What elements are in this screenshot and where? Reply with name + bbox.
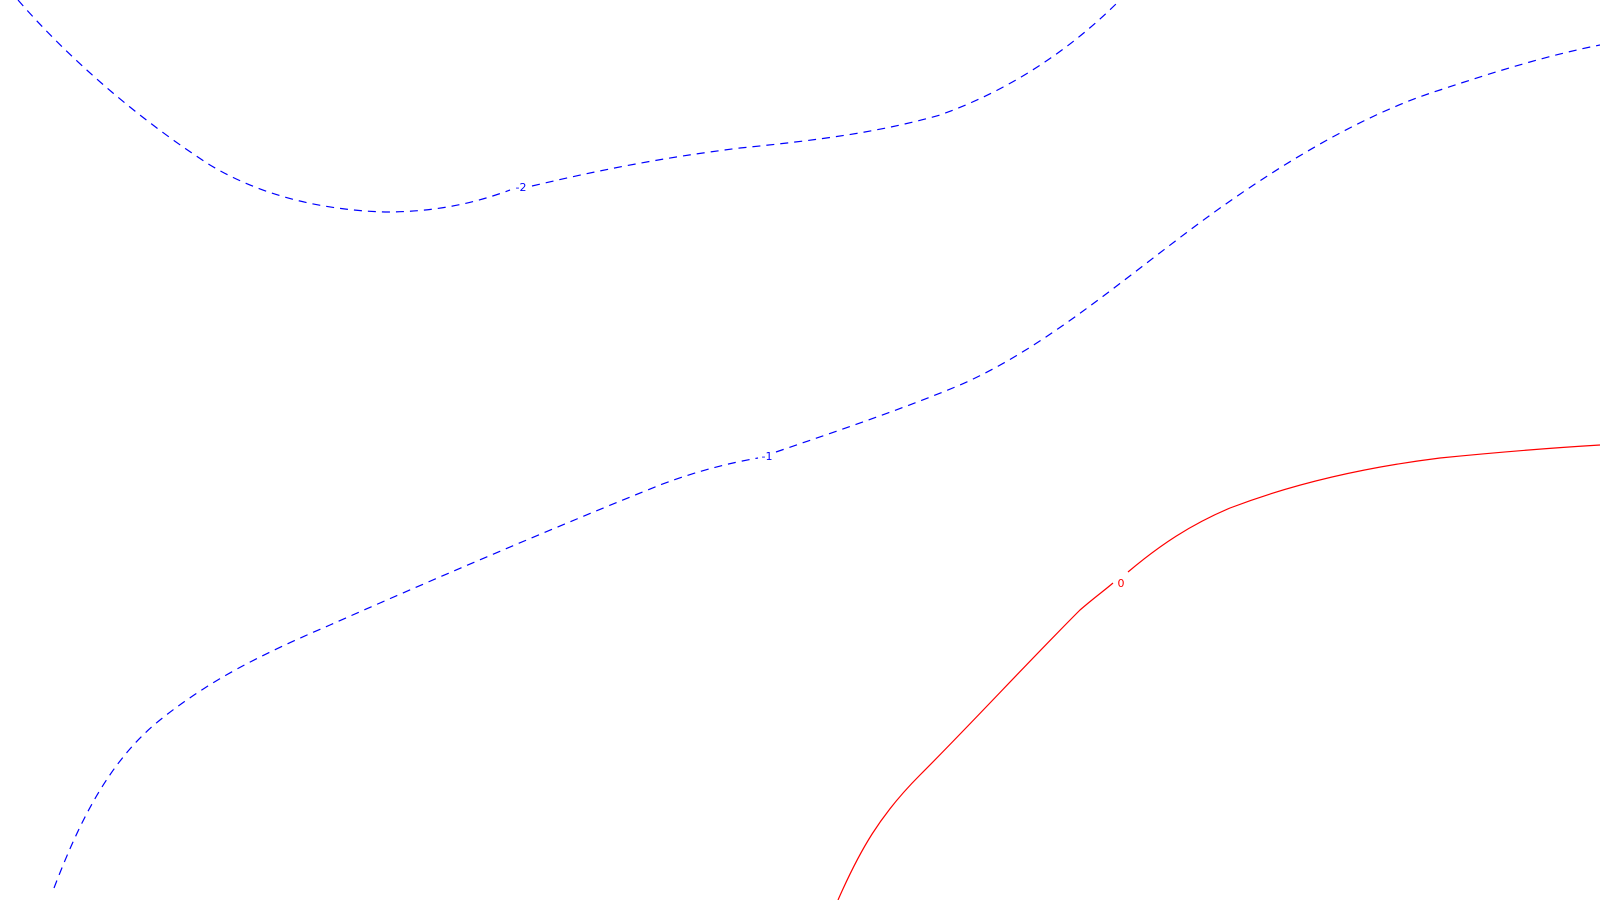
contour-label-0: 0: [1118, 577, 1125, 590]
contour-line-minus-2: [17, 0, 1121, 213]
contour-label-minus-2: -2: [516, 181, 527, 194]
contour-line-minus-1: [53, 44, 1600, 889]
contour-line-0: [837, 444, 1600, 900]
contour-label-minus-1: -1: [762, 450, 773, 463]
